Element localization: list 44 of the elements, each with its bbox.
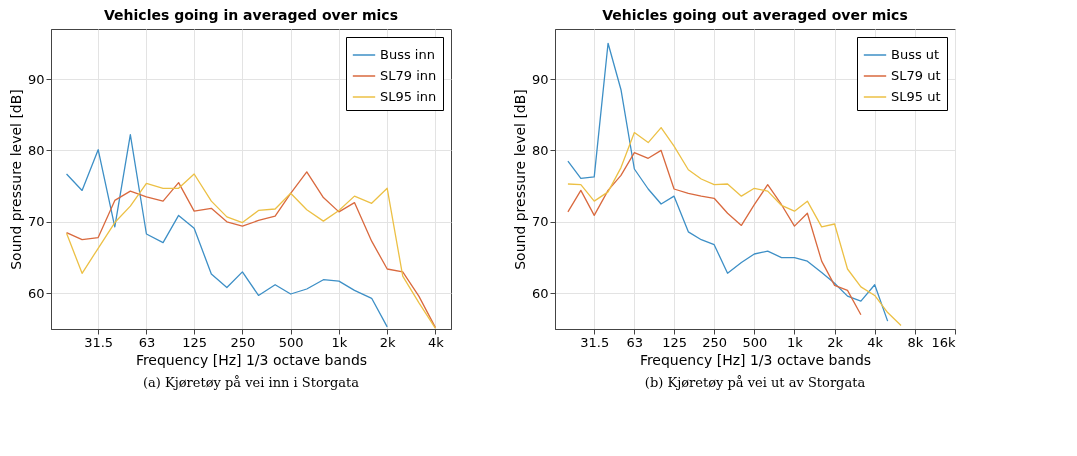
y-tick-label: 80: [27, 142, 45, 158]
chart-title: Vehicles going out averaged over mics: [602, 7, 908, 23]
x-axis-title: Frequency [Hz] 1/3 octave bands: [135, 351, 368, 368]
line-series: [65, 134, 388, 328]
chart-title: Vehicles going in averaged over mics: [104, 7, 398, 23]
x-tick-label: 4k: [428, 334, 445, 350]
x-tick-label: 31.5: [84, 334, 114, 350]
x-tick-label: 8k: [907, 334, 924, 350]
y-tick-label: 70: [27, 214, 45, 230]
x-tick-label: 1k: [331, 334, 348, 350]
x-tick-label: 2k: [827, 334, 844, 350]
line-series: [567, 42, 889, 322]
x-tick-label: 125: [662, 334, 687, 350]
x-tick-label: 4k: [867, 334, 884, 350]
y-axis-title: Sound pressure level [dB]: [511, 89, 528, 270]
legend-label: SL79 ut: [891, 68, 941, 83]
y-tick-label: 60: [27, 285, 45, 301]
y-axis-title: Sound pressure level [dB]: [7, 89, 24, 270]
line-series: [567, 126, 902, 327]
x-tick-label: 31.5: [580, 334, 610, 350]
y-tick-label: 90: [27, 71, 45, 87]
x-axis-title: Frequency [Hz] 1/3 octave bands: [639, 351, 872, 368]
x-tick-label: 63: [626, 334, 644, 350]
x-tick-label: 250: [230, 334, 256, 350]
x-tick-label: 1k: [787, 334, 804, 350]
x-tick-label: 500: [278, 334, 304, 350]
x-tick-label: 500: [742, 334, 768, 350]
y-tick-label: 60: [531, 285, 549, 301]
text: (b) Kjøretøy på vei ut av Storgata: [644, 375, 866, 390]
y-tick-label: 80: [531, 142, 549, 158]
y-tick-label: 70: [531, 214, 549, 230]
legend-label: Buss ut: [891, 47, 940, 62]
legend-label: SL95 inn: [380, 89, 437, 104]
text: (a) Kjøretøy på vei inn i Storgata: [142, 375, 360, 390]
x-tick-label: 250: [702, 334, 728, 350]
x-tick-label: 63: [138, 334, 156, 350]
legend-label: Buss inn: [380, 47, 435, 62]
x-tick-label: 125: [182, 334, 208, 350]
y-tick-label: 90: [531, 71, 549, 87]
x-tick-label: 2k: [379, 334, 397, 350]
legend-label: SL79 inn: [380, 68, 437, 83]
x-tick-label: 16k: [931, 334, 956, 350]
line-series: [567, 149, 862, 316]
legend-label: SL95 ut: [891, 89, 941, 104]
